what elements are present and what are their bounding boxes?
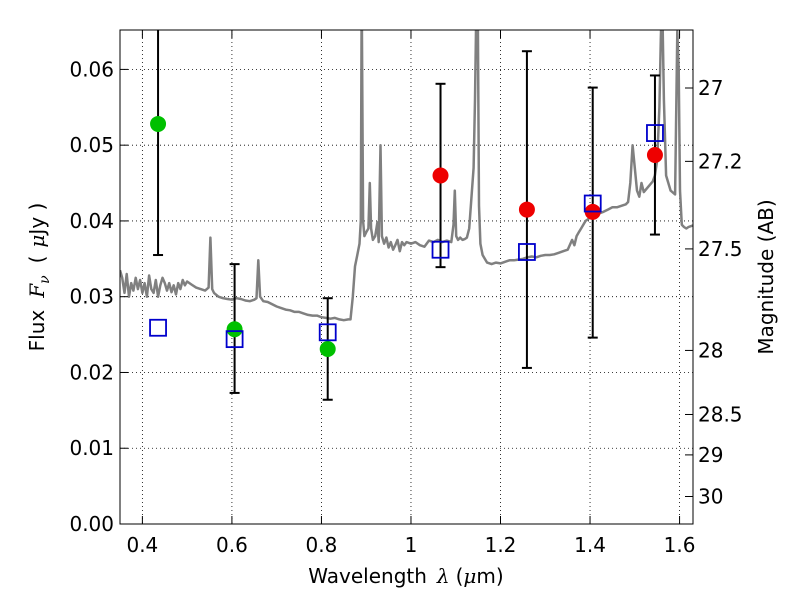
model-photometry-square [583,194,602,213]
y-axis-unit-open: ( [25,256,49,264]
model-layer [120,30,693,322]
y-tick-label: 0.02 [69,360,114,384]
red-data-point [646,147,663,164]
green-data-point [319,340,336,357]
x-tick-label: 1 [405,533,418,557]
y-tick-label: 0.00 [69,512,114,536]
model-photometry-square [225,330,244,349]
x-axis-unit-rest: m) [476,564,503,588]
y-tick-label: 0.03 [69,285,114,309]
model-spectrum-line [120,30,693,322]
x-tick-label: 0.8 [306,533,338,557]
x-tick-label: 0.4 [126,533,158,557]
y-axis-label: Flux [25,310,49,352]
y-axis-symbol: F [25,283,49,299]
marker-layer [149,115,664,357]
y2-tick-label: 29 [698,443,723,467]
green-data-point [226,321,243,338]
model-photometry-square [318,323,337,342]
y2-tick-label: 27.2 [698,149,743,173]
y-tick-label: 0.04 [69,209,114,233]
y-tick-label: 0.01 [69,436,114,460]
y-tick-label: 0.06 [69,57,114,81]
y-axis-title: Flux Fν ( μJy ) [25,203,53,352]
x-tick-label: 0.6 [216,533,248,557]
x-axis-label: Wavelength [308,564,427,588]
red-data-point [518,201,535,218]
x-axis-title: Wavelength λ (μm) [308,564,503,588]
x-axis-unit-open: ( [456,564,464,588]
y-tick-label: 0.05 [69,133,114,157]
grid [120,30,693,525]
tick-labels: 0.4 0.6 0.8 1 1.2 1.4 1.6 0.00 0.01 0.02 0.03 0.04 0… [69,57,742,557]
y2-tick-label: 27 [698,76,723,100]
y2-tick-label: 27.5 [698,237,743,261]
y-axis-unit-mu: μ [25,235,49,248]
y2-tick-label: 28 [698,338,723,362]
model-photometry-square [149,318,167,337]
tick-marks [120,30,693,525]
x-axis-symbol: λ [436,564,450,588]
red-data-point [432,167,449,184]
green-data-point [150,115,167,132]
model-photometry-square [518,243,536,261]
model-photometry-square [431,240,450,259]
y-axis-subscript: ν [37,275,53,284]
plot-frame [119,29,694,525]
x-tick-label: 1.6 [664,533,696,557]
y-axis-unit-rest: Jy ) [25,203,49,237]
y2-tick-label: 28.5 [698,402,743,426]
model-photometry-square [646,124,664,142]
x-tick-label: 1.4 [574,533,606,557]
y2-axis-title: Magnitude (AB) [754,199,778,354]
x-tick-label: 1.2 [485,533,517,557]
x-axis-unit-mu: μ [463,564,476,588]
y2-tick-label: 30 [698,484,723,508]
